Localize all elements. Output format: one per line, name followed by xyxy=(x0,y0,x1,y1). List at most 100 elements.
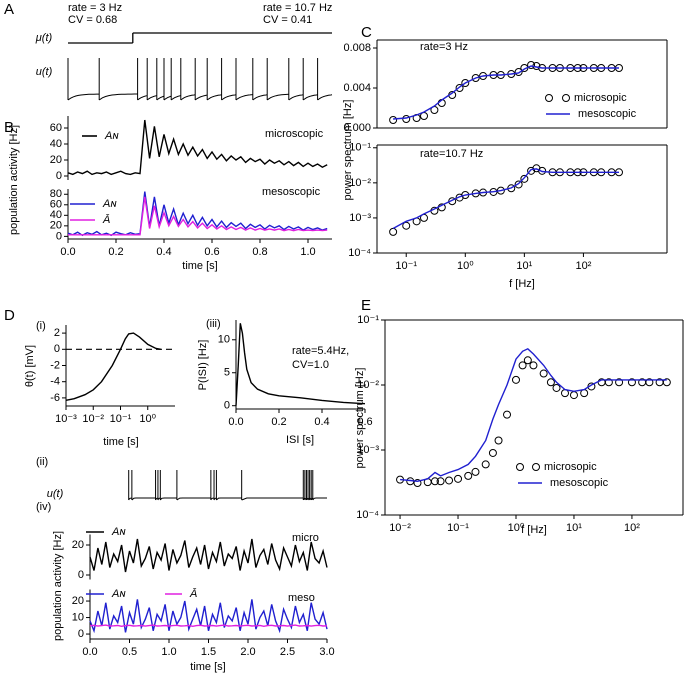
y-axis-label: power spectrum [Hz] xyxy=(342,100,354,201)
data-line xyxy=(393,65,619,120)
x-tick-label: 10⁻² xyxy=(389,522,411,534)
marker xyxy=(488,448,497,457)
legend-marker xyxy=(562,94,570,102)
marker xyxy=(569,391,578,400)
legend-marker xyxy=(516,463,524,471)
x-tick-label: 0.2 xyxy=(271,416,286,428)
annotation: rate=3 Hz xyxy=(420,41,468,53)
marker xyxy=(494,436,503,445)
x-tick-label: 0.0 xyxy=(82,646,97,658)
marker xyxy=(546,378,555,387)
panel-label: C xyxy=(361,24,372,41)
annotation: rate = 10.7 Hz xyxy=(263,2,332,14)
y-tick-label: 0.008 xyxy=(343,42,371,54)
marker xyxy=(518,361,527,370)
y-tick-label: 0 xyxy=(54,343,60,355)
annotation: CV=1.0 xyxy=(292,359,329,371)
x-tick-label: 2.0 xyxy=(240,646,255,658)
x-tick-label: 10⁻¹ xyxy=(395,260,417,272)
membrane-trace xyxy=(67,93,333,101)
y-tick-label: 0 xyxy=(78,569,84,581)
y-tick-label: -6 xyxy=(50,392,60,404)
y-tick-label: 0 xyxy=(56,230,62,242)
x-axis-label: time [s] xyxy=(182,260,217,272)
legend-label: microsopic xyxy=(574,92,627,104)
marker xyxy=(604,378,613,387)
x-tick-label: 0.0 xyxy=(228,416,243,428)
y-tick-label: 40 xyxy=(50,138,62,150)
marker xyxy=(461,79,470,87)
x-tick-label: 10¹ xyxy=(566,522,582,534)
marker xyxy=(627,378,636,387)
legend-label: Aɴ xyxy=(104,130,119,142)
y-tick-label: 0 xyxy=(56,170,62,182)
marker xyxy=(523,356,532,365)
x-tick-label: 10⁻¹ xyxy=(110,413,132,425)
data-line xyxy=(89,538,328,573)
y-tick-label: 20 xyxy=(72,595,84,607)
marker xyxy=(539,369,548,378)
x-axis-label: time [s] xyxy=(103,436,138,448)
legend-label: Aɴ xyxy=(102,198,117,210)
y-tick-label: 10 xyxy=(72,611,84,623)
trace-label: u(t) xyxy=(47,488,64,500)
y-axis-label: θ(t) [mV] xyxy=(24,345,36,387)
marker xyxy=(445,476,454,485)
marker xyxy=(645,378,654,387)
y-tick-label: 60 xyxy=(50,199,62,211)
marker xyxy=(552,383,561,392)
marker xyxy=(402,221,411,230)
annotation: meso xyxy=(288,592,315,604)
marker xyxy=(436,477,445,486)
data-line xyxy=(400,347,667,483)
x-tick-label: 1.0 xyxy=(300,246,315,258)
annotation: CV = 0.41 xyxy=(263,14,312,26)
annotation: micro xyxy=(292,532,319,544)
marker xyxy=(413,479,422,488)
legend-label: Aɴ xyxy=(111,526,126,538)
x-tick-label: 10⁻³ xyxy=(55,413,77,425)
x-tick-label: 0.4 xyxy=(314,416,329,428)
marker xyxy=(520,174,529,183)
sub-label: (i) xyxy=(36,320,46,332)
x-tick-label: 0.6 xyxy=(204,246,219,258)
x-tick-label: 0.0 xyxy=(60,246,75,258)
legend-label: Ā xyxy=(189,588,197,600)
marker xyxy=(471,74,480,82)
x-tick-label: 10⁰ xyxy=(139,413,156,425)
data-line xyxy=(67,119,328,176)
sub-label: (iii) xyxy=(206,318,221,330)
y-tick-label: 0 xyxy=(78,628,84,640)
y-tick-label: 0.004 xyxy=(343,82,371,94)
legend-label: mesoscopic xyxy=(550,477,609,489)
x-tick-label: 3.0 xyxy=(319,646,334,658)
marker xyxy=(514,180,523,189)
marker xyxy=(529,361,538,370)
marker xyxy=(662,378,671,387)
y-tick-label: 10⁻⁴ xyxy=(348,247,371,259)
annotation: microscopic xyxy=(265,128,324,140)
y-tick-label: 10⁻⁴ xyxy=(356,509,379,521)
y-tick-label: 10 xyxy=(218,334,230,346)
x-tick-label: 10² xyxy=(624,522,640,534)
data-line xyxy=(68,196,328,236)
y-tick-label: 20 xyxy=(72,539,84,551)
y-tick-label: 80 xyxy=(50,188,62,200)
x-tick-label: 1.5 xyxy=(201,646,216,658)
trace-label: u(t) xyxy=(36,66,53,78)
legend-label: Aɴ xyxy=(111,588,126,600)
sub-label: (ii) xyxy=(36,456,48,468)
annotation: rate=5.4Hz, xyxy=(292,345,349,357)
x-tick-label: 2.5 xyxy=(280,646,295,658)
data-line xyxy=(235,323,366,406)
marker xyxy=(527,166,536,175)
marker xyxy=(389,116,398,124)
legend-label: mesoscopic xyxy=(578,108,637,120)
y-tick-label: 10⁻³ xyxy=(349,212,371,224)
x-axis-label: f [Hz] xyxy=(509,278,535,290)
y-tick-label: 40 xyxy=(50,209,62,221)
marker xyxy=(511,375,520,384)
marker xyxy=(481,460,490,469)
x-axis-label: ISI [s] xyxy=(286,434,314,446)
x-axis-label: f [Hz] xyxy=(521,524,547,536)
